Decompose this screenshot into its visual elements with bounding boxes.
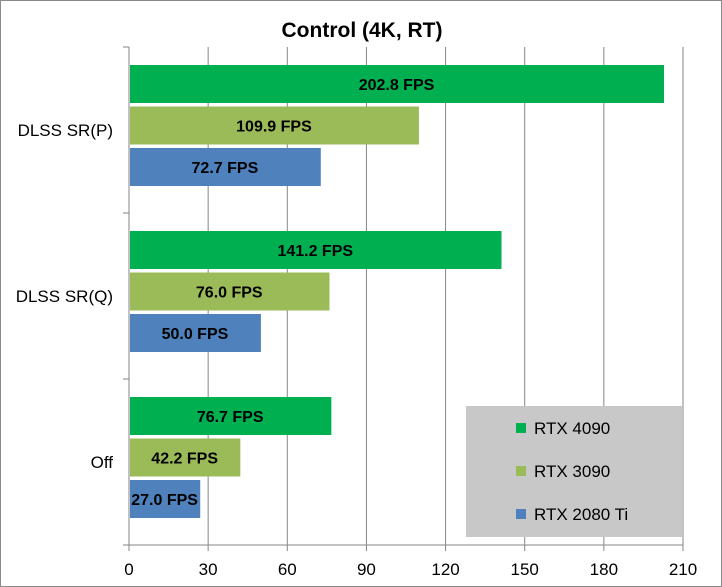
chart-title: Control (4K, RT) (282, 19, 443, 42)
bar (130, 438, 241, 477)
x-tick-label: 120 (431, 560, 459, 579)
x-tick-label: 90 (357, 560, 376, 579)
category-label: DLSS SR(Q) (16, 287, 113, 306)
x-tick-label: 210 (669, 560, 697, 579)
x-tick-label: 150 (511, 560, 539, 579)
bar-value-label: 72.7 FPS (192, 160, 259, 177)
x-tick-label: 0 (124, 560, 133, 579)
bar (130, 106, 419, 145)
bars: 202.8 FPS 109.9 FPS 72.7 FPS 141.2 FPS 76.0 … (130, 65, 665, 518)
bar-value-label: 27.0 FPS (131, 492, 198, 509)
bar (130, 272, 330, 311)
bar (130, 65, 665, 103)
x-tick-label: 180 (590, 560, 618, 579)
legend-label: RTX 3090 (534, 462, 610, 481)
bar (130, 397, 332, 435)
legend-swatch (516, 466, 526, 476)
axes: 0 30 60 90 120 150 180 210 DLSS SR(P) DLSS SR(Q) O… (16, 46, 697, 579)
legend: RTX 4090 RTX 3090 RTX 2080 Ti (466, 406, 682, 537)
bar-value-label: 76.0 FPS (196, 285, 263, 302)
legend-label: RTX 2080 Ti (534, 505, 628, 524)
bar-value-label: 202.8 FPS (359, 77, 435, 94)
category-label: DLSS SR(P) (18, 121, 113, 140)
bar (130, 231, 502, 269)
bar-value-label: 141.2 FPS (277, 243, 353, 260)
legend-label: RTX 4090 (534, 419, 610, 438)
legend-box (466, 406, 682, 537)
x-tick-label: 60 (278, 560, 297, 579)
category-label: Off (91, 453, 114, 472)
x-tick-label: 30 (199, 560, 218, 579)
bar (130, 314, 261, 352)
bar-value-label: 50.0 FPS (162, 326, 229, 343)
legend-swatch (516, 423, 526, 433)
bar-value-label: 76.7 FPS (197, 409, 264, 426)
bar (130, 148, 321, 186)
bar-value-label: 42.2 FPS (151, 451, 218, 468)
legend-swatch (516, 509, 526, 519)
bar-value-label: 109.9 FPS (236, 119, 312, 136)
bar (130, 480, 201, 518)
